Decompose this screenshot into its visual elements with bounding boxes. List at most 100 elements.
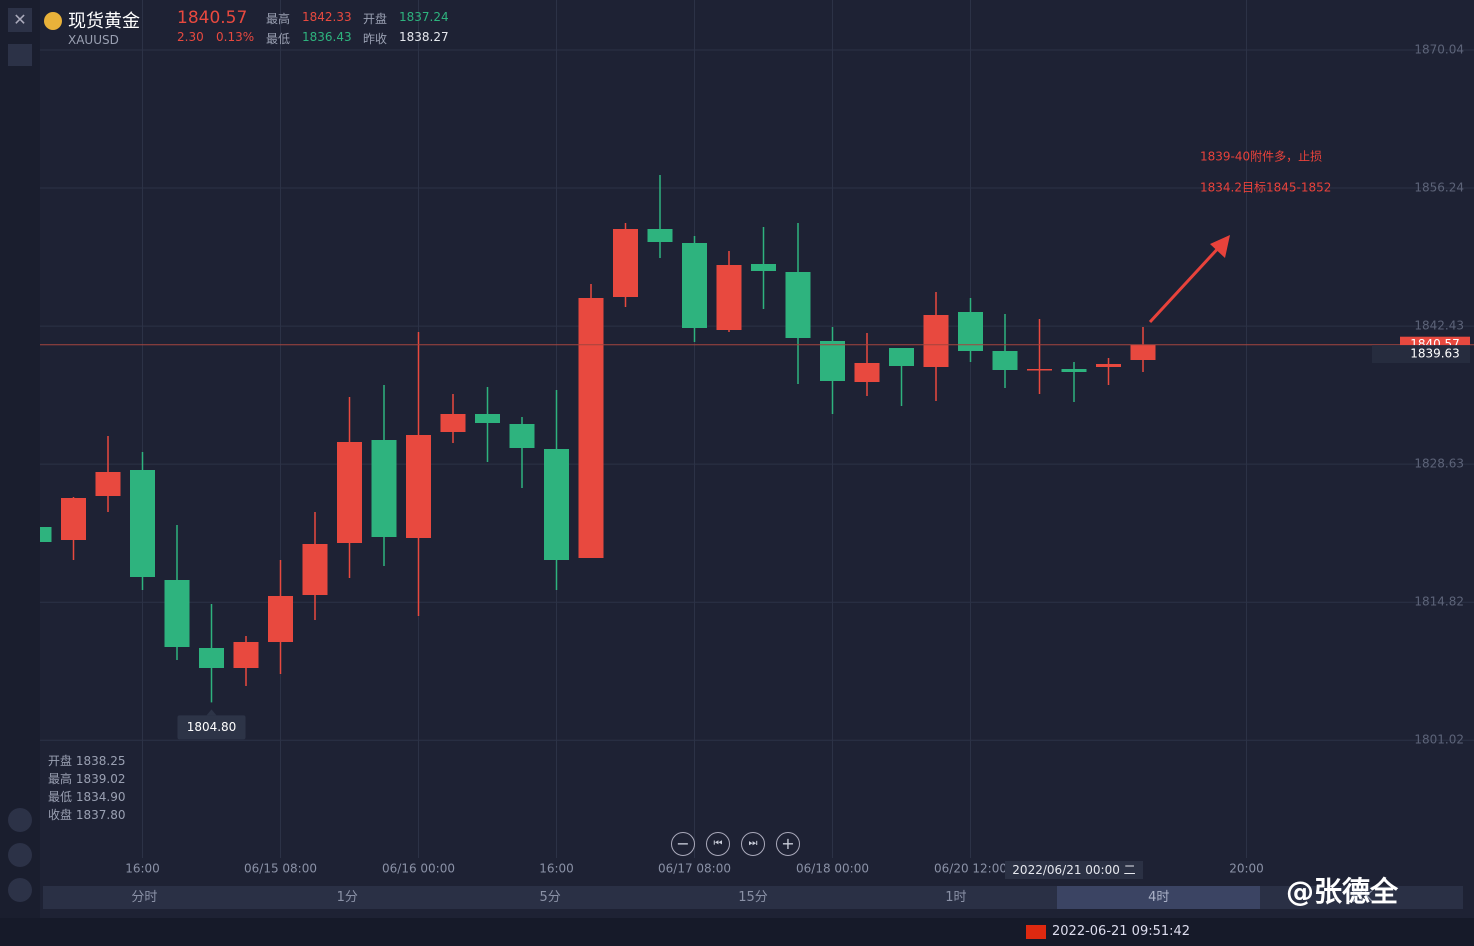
change-pct: 0.13% bbox=[216, 30, 255, 44]
ohlc-value: 1838.25 bbox=[75, 754, 126, 768]
x-tick-label: 06/20 12:00 bbox=[934, 862, 1007, 876]
period-tab[interactable]: 4时 bbox=[1057, 886, 1261, 909]
candle-body bbox=[440, 414, 466, 432]
period-tab[interactable]: 5分 bbox=[539, 890, 561, 905]
draw-button[interactable] bbox=[8, 843, 32, 867]
candle-body bbox=[268, 596, 293, 642]
stat-value: 1842.33 bbox=[302, 10, 352, 24]
stat-label: 最高 bbox=[266, 12, 291, 26]
stat-value: 1837.24 bbox=[399, 10, 449, 24]
instrument-name[interactable]: 现货黄金 bbox=[68, 11, 140, 32]
zoom-out[interactable]: − bbox=[671, 832, 695, 856]
period-tab[interactable]: 15分 bbox=[738, 890, 768, 905]
candle-body bbox=[1027, 369, 1052, 371]
candle-body bbox=[199, 648, 224, 668]
low-marker-tip bbox=[206, 709, 217, 716]
chart-type-button[interactable] bbox=[8, 878, 32, 902]
annotation: 1839-40附件多，止损 bbox=[1200, 150, 1322, 164]
x-tick-label: 16:00 bbox=[125, 862, 160, 876]
collapse-button[interactable] bbox=[8, 44, 32, 66]
candle-body bbox=[406, 435, 431, 538]
period-tab[interactable]: 分时 bbox=[131, 890, 158, 905]
ohlc-value: 1834.90 bbox=[75, 790, 126, 804]
y-tick-label: 1814.82 bbox=[1414, 595, 1464, 609]
candle-body bbox=[854, 363, 880, 382]
candle-body bbox=[992, 351, 1018, 370]
candle-body bbox=[578, 298, 604, 558]
candle-body bbox=[820, 341, 845, 381]
low-marker-box bbox=[177, 715, 246, 740]
candle-body bbox=[95, 472, 121, 496]
go-end[interactable]: ⏭ bbox=[741, 832, 765, 856]
left-toolbar bbox=[0, 0, 40, 946]
candle-body bbox=[233, 642, 259, 668]
candle-body bbox=[475, 414, 500, 423]
candle-body bbox=[647, 229, 673, 242]
ohlc-value: 1837.80 bbox=[75, 808, 126, 822]
stat-value: 1838.27 bbox=[399, 30, 449, 44]
candle-body bbox=[1096, 364, 1121, 367]
candle-body bbox=[130, 470, 155, 577]
y-tick-label: 1842.43 bbox=[1414, 319, 1464, 333]
watermark: @张德全 bbox=[1286, 875, 1399, 908]
candle-body bbox=[785, 272, 811, 338]
candle-body bbox=[164, 580, 190, 647]
candle-body bbox=[371, 440, 397, 537]
ohlc-label: 最低 bbox=[48, 790, 73, 804]
zoom-in[interactable]: + bbox=[776, 832, 800, 856]
x-tick-label: 06/15 08:00 bbox=[244, 862, 317, 876]
close-button[interactable]: ✕ bbox=[8, 8, 32, 32]
candle-body bbox=[509, 424, 535, 448]
candle-body bbox=[682, 243, 707, 328]
plot: 1801.02 1814.82 1828.63 1842.43 1856.24 1870.… bbox=[26, 0, 1474, 876]
candle-body bbox=[889, 348, 914, 366]
candle-body bbox=[61, 498, 86, 540]
crosshair-price-box bbox=[1372, 345, 1470, 364]
candle-body bbox=[1061, 369, 1087, 372]
change: 2.30 bbox=[177, 30, 204, 44]
x-tick-label: 20:00 bbox=[1229, 862, 1264, 876]
stat-label: 昨收 bbox=[363, 32, 388, 46]
candle-body bbox=[1130, 344, 1156, 360]
go-start[interactable]: ⏮ bbox=[706, 832, 730, 856]
candle-body bbox=[716, 265, 742, 330]
x-tick-label: 16:00 bbox=[539, 862, 574, 876]
y-tick-label: 1828.63 bbox=[1414, 457, 1464, 471]
ohlc-value: 1839.02 bbox=[75, 772, 126, 786]
stat-value: 1836.43 bbox=[302, 30, 352, 44]
stat-label: 最低 bbox=[266, 32, 291, 46]
period-tabs: 分时 1分 5分 15分 1时 4时 日K bbox=[43, 886, 1463, 909]
period-tab[interactable]: 1时 bbox=[945, 890, 967, 905]
gold-icon bbox=[44, 12, 62, 30]
crosshair-time: 2022/06/21 00:00 二 bbox=[1005, 861, 1143, 879]
status-time: 2022-06-21 09:51:42 bbox=[1052, 924, 1191, 939]
candle-body bbox=[751, 264, 776, 271]
flag bbox=[1026, 925, 1046, 939]
ohlc-panel: 开盘 1838.25 最高 1839.02 最低 1834.90 收盘 1837… bbox=[48, 752, 125, 824]
candle-body bbox=[544, 449, 569, 560]
annotation: 1834.2目标1845-1852 bbox=[1200, 181, 1331, 195]
low-marker-label: 1804.80 bbox=[187, 720, 237, 734]
period-tab[interactable]: 1分 bbox=[336, 890, 358, 905]
period-tab[interactable]: 日K bbox=[1350, 890, 1373, 905]
x-tick-label: 06/18 00:00 bbox=[796, 862, 869, 876]
x-tick-label: 06/16 00:00 bbox=[382, 862, 455, 876]
y-tick-label: 1870.04 bbox=[1414, 43, 1464, 57]
x-tick-label: 06/17 08:00 bbox=[658, 862, 731, 876]
y-tick-label: 1856.24 bbox=[1414, 181, 1464, 195]
ohlc-label: 最高 bbox=[48, 772, 73, 786]
candle-body bbox=[302, 544, 328, 595]
arrow-head bbox=[1210, 235, 1230, 258]
ohlc-label: 开盘 bbox=[48, 754, 73, 768]
candle-body bbox=[613, 229, 638, 297]
indicator-button[interactable] bbox=[8, 808, 32, 832]
arrow bbox=[1148, 242, 1224, 324]
stat-label: 开盘 bbox=[363, 12, 388, 26]
ohlc-label: 收盘 bbox=[48, 808, 73, 822]
candle-body bbox=[337, 442, 362, 543]
price: 1840.57 bbox=[177, 8, 248, 28]
candle-body bbox=[923, 315, 949, 367]
symbol: XAUUSD bbox=[68, 33, 119, 47]
